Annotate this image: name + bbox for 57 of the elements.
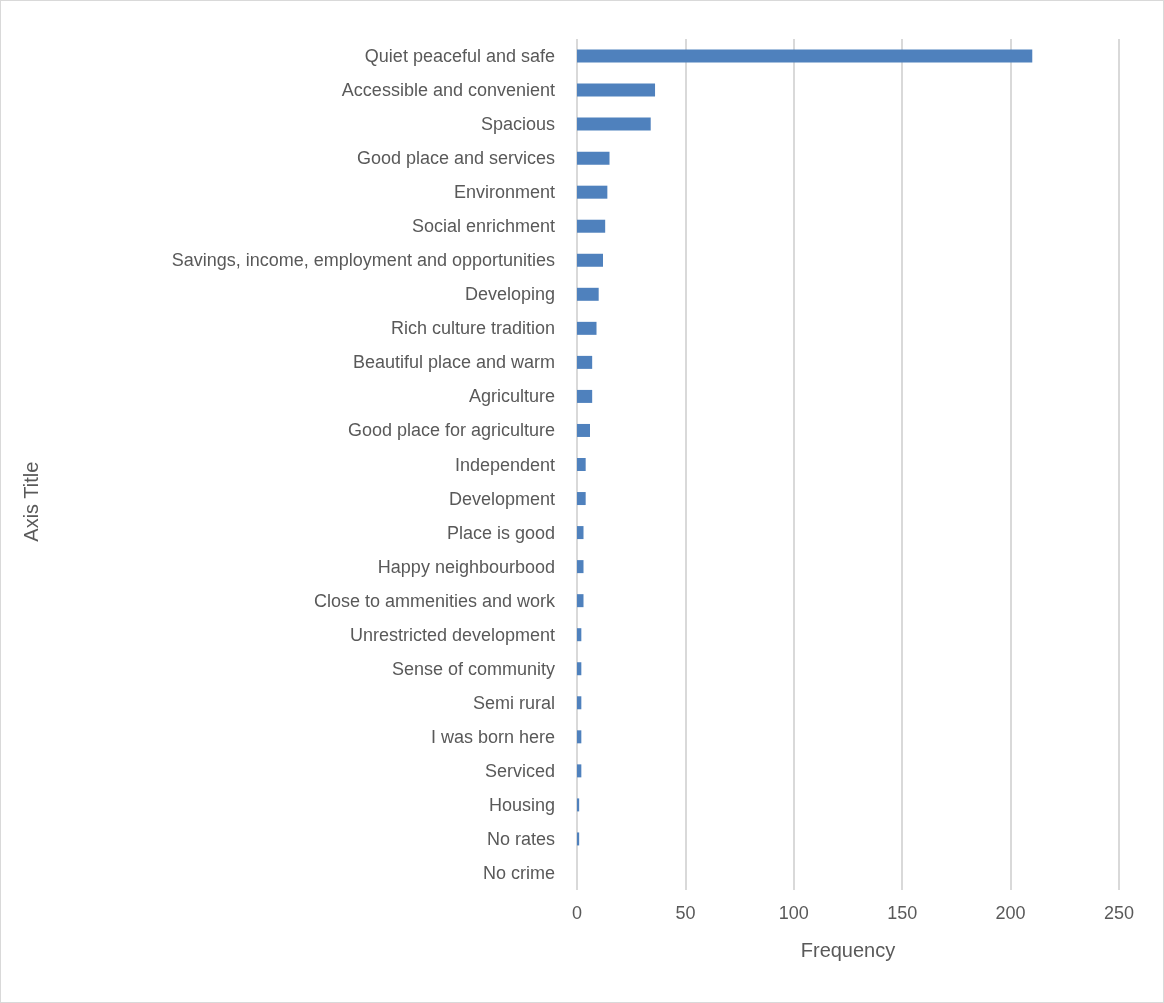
bar xyxy=(577,185,608,199)
bar xyxy=(577,832,580,846)
bar xyxy=(577,253,604,267)
bar xyxy=(577,798,580,812)
bar xyxy=(577,662,582,676)
x-tick-label: 50 xyxy=(675,903,696,923)
x-tick-label: 0 xyxy=(571,903,583,923)
y-tick-label: Sense of community xyxy=(391,658,555,679)
bar xyxy=(577,594,584,608)
text: Axis Title xyxy=(20,461,42,542)
x-axis-title: Frequency xyxy=(800,939,896,961)
y-tick-label: Rich culture tradition xyxy=(390,318,555,339)
y-tick-label: Independent xyxy=(454,454,555,475)
bar xyxy=(577,764,582,778)
bar xyxy=(577,696,582,710)
x-tick-label: 200 xyxy=(995,903,1026,923)
y-tick-label: Housing xyxy=(488,794,555,815)
y-tick-label: Social enrichment xyxy=(411,216,555,237)
bar xyxy=(577,355,593,369)
y-tick-label: Development xyxy=(448,488,555,509)
y-tick-label: Close to ammenities and work xyxy=(313,590,556,611)
bar xyxy=(577,730,582,744)
y-tick-label: I was born here xyxy=(430,726,555,747)
bar xyxy=(577,83,656,97)
y-tick-label: Spacious xyxy=(480,114,555,135)
y-tick-label: Happy neighbourbood xyxy=(377,556,555,577)
y-tick-label: Agriculture xyxy=(468,386,555,407)
y-tick-label: Serviced xyxy=(484,760,555,781)
bar xyxy=(577,389,593,403)
bar xyxy=(577,526,584,540)
bar xyxy=(577,492,586,506)
bar xyxy=(577,219,606,233)
y-tick-label: Savings, income, employment and opportunities xyxy=(171,250,555,271)
y-tick-label: Good place for agriculture xyxy=(347,420,555,441)
bar xyxy=(577,423,591,437)
bar xyxy=(577,321,597,335)
y-tick-label: Environment xyxy=(453,182,555,203)
y-tick-label: Semi rural xyxy=(472,692,555,713)
y-tick-label: Good place and services xyxy=(356,148,555,169)
y-tick-label: Developing xyxy=(464,284,555,305)
y-tick-label: No crime xyxy=(482,862,555,883)
y-tick-label: Place is good xyxy=(446,522,555,543)
bar xyxy=(577,560,584,574)
y-tick-label: Accessible and convenient xyxy=(341,80,555,101)
bar xyxy=(577,49,1033,63)
bar xyxy=(577,117,651,131)
x-tick-label: 250 xyxy=(1103,903,1135,923)
bar xyxy=(577,628,582,642)
y-tick-label: Quiet peaceful and safe xyxy=(364,46,555,67)
y-tick-label: Unrestricted development xyxy=(349,624,555,645)
bar xyxy=(577,151,610,165)
bar xyxy=(577,458,586,471)
x-tick-label: 150 xyxy=(887,903,918,923)
y-tick-label: No rates xyxy=(486,828,555,849)
bar xyxy=(577,287,599,301)
y-tick-label: Beautiful place and warm xyxy=(352,352,555,373)
x-tick-label: 100 xyxy=(778,903,809,923)
